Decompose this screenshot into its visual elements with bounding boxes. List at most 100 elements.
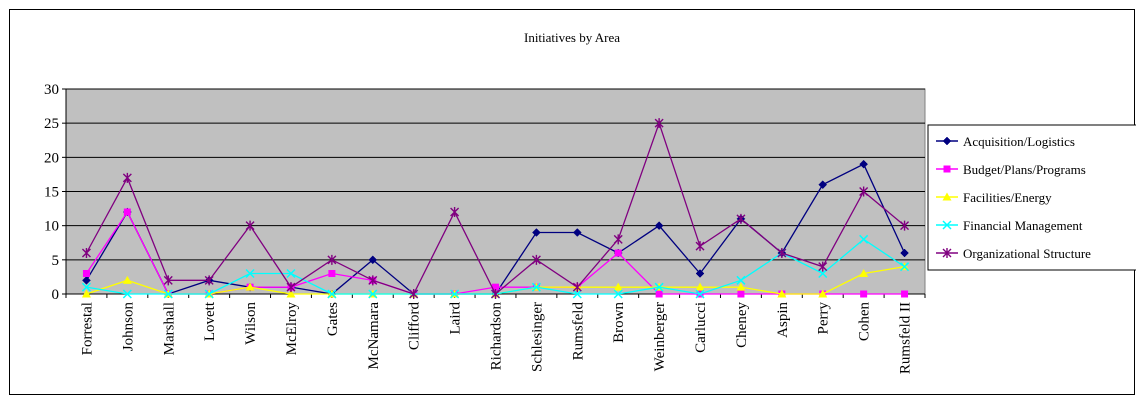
legend-item: Facilities/Energy	[936, 190, 1052, 205]
data-point	[286, 289, 296, 298]
y-tick-label: 0	[52, 287, 60, 303]
data-point	[736, 275, 746, 285]
data-point	[572, 289, 582, 299]
data-point	[614, 249, 622, 257]
data-point	[204, 289, 214, 299]
data-point	[860, 290, 868, 298]
legend-item: Financial Management	[936, 218, 1083, 233]
legend-marker	[942, 192, 952, 201]
series-4	[81, 118, 910, 299]
category-label: Perry	[816, 302, 832, 335]
legend-marker	[943, 165, 951, 173]
data-point	[368, 255, 378, 265]
data-point	[491, 289, 500, 299]
data-point	[368, 289, 378, 299]
y-tick-label: 5	[52, 253, 60, 269]
category-label: Richardson	[489, 302, 505, 371]
gridlines	[66, 88, 925, 261]
y-tick-label: 10	[44, 219, 59, 235]
y-tick-label: 20	[44, 150, 59, 166]
data-point	[81, 289, 91, 298]
legend: Acquisition/Logistics Budget/Plans/Progra…	[927, 124, 1136, 271]
data-point	[245, 220, 255, 231]
legend-marker	[942, 248, 952, 258]
data-point	[163, 289, 173, 299]
axes: 0 5 10 15 20 25 30 Forrestal Johnson Marshall Love…	[44, 82, 926, 374]
category-label: Marshall	[161, 302, 177, 355]
data-point	[737, 290, 745, 298]
data-point	[777, 248, 787, 258]
category-label: Laird	[448, 302, 464, 335]
data-point	[736, 213, 746, 224]
data-point	[859, 269, 869, 277]
data-point	[859, 234, 869, 244]
category-label: Brown	[611, 302, 627, 343]
legend-label: Budget/Plans/Programs	[963, 162, 1086, 177]
category-label: Forrestal	[79, 302, 95, 355]
data-point	[328, 270, 336, 277]
legend-label: Organizational Structure	[963, 246, 1091, 261]
data-point	[818, 261, 828, 272]
series-layer	[81, 118, 910, 299]
data-point	[531, 282, 541, 292]
chart-frame: Initiatives by Area 0 5 10 15 20 25 30 Forresta…	[9, 9, 1136, 395]
category-label: Rumsfeld II	[898, 302, 914, 374]
data-point	[613, 289, 623, 299]
category-label: McNamara	[366, 302, 382, 370]
data-point	[81, 248, 91, 258]
data-point	[654, 282, 664, 292]
data-point	[613, 282, 623, 291]
data-point	[368, 275, 378, 286]
data-point	[859, 186, 869, 197]
y-tick-label: 15	[44, 185, 59, 201]
legend-label: Financial Management	[963, 218, 1083, 233]
data-point	[327, 289, 337, 299]
data-point	[695, 241, 705, 252]
data-point	[654, 118, 664, 129]
data-point	[859, 159, 868, 169]
category-label: Rumsfeld	[570, 302, 586, 361]
data-point	[82, 275, 91, 285]
data-point	[82, 270, 90, 277]
category-label: Cohen	[857, 302, 873, 342]
data-point	[122, 172, 132, 183]
category-label: Lovett	[202, 301, 218, 341]
legend-box	[927, 124, 1136, 271]
data-point	[245, 282, 255, 291]
data-point	[450, 289, 460, 299]
data-point	[818, 289, 828, 298]
category-label: Cheney	[734, 302, 750, 348]
data-point	[736, 282, 746, 291]
category-label: Gates	[325, 302, 341, 336]
legend-marker	[942, 220, 952, 230]
data-point	[613, 234, 623, 245]
data-point	[409, 289, 419, 299]
category-label: Carlucci	[693, 302, 709, 353]
line-chart: Initiatives by Area 0 5 10 15 20 25 30 Forresta…	[44, 30, 1136, 374]
data-point	[695, 282, 705, 291]
y-tick-label: 30	[44, 82, 59, 98]
data-point	[532, 228, 541, 237]
y-tick-label: 25	[44, 116, 59, 132]
data-point	[163, 275, 173, 286]
data-point	[327, 254, 337, 265]
chart-title: Initiatives by Area	[524, 30, 620, 45]
legend-item: Acquisition/Logistics	[936, 134, 1075, 149]
data-point	[122, 289, 132, 299]
data-point	[204, 275, 214, 286]
data-point	[818, 180, 828, 190]
data-point	[286, 268, 296, 279]
legend-item: Organizational Structure	[936, 246, 1091, 261]
legend-item: Budget/Plans/Programs	[936, 162, 1086, 177]
data-point	[655, 290, 663, 298]
data-point	[777, 289, 787, 298]
legend-label: Facilities/Energy	[963, 190, 1052, 205]
legend-marker	[942, 136, 952, 146]
data-point	[531, 254, 541, 265]
data-point	[450, 207, 460, 217]
data-point	[123, 208, 131, 216]
legend-label: Acquisition/Logistics	[963, 134, 1075, 149]
data-point	[245, 268, 255, 279]
data-point	[654, 221, 664, 231]
data-point	[492, 283, 499, 291]
